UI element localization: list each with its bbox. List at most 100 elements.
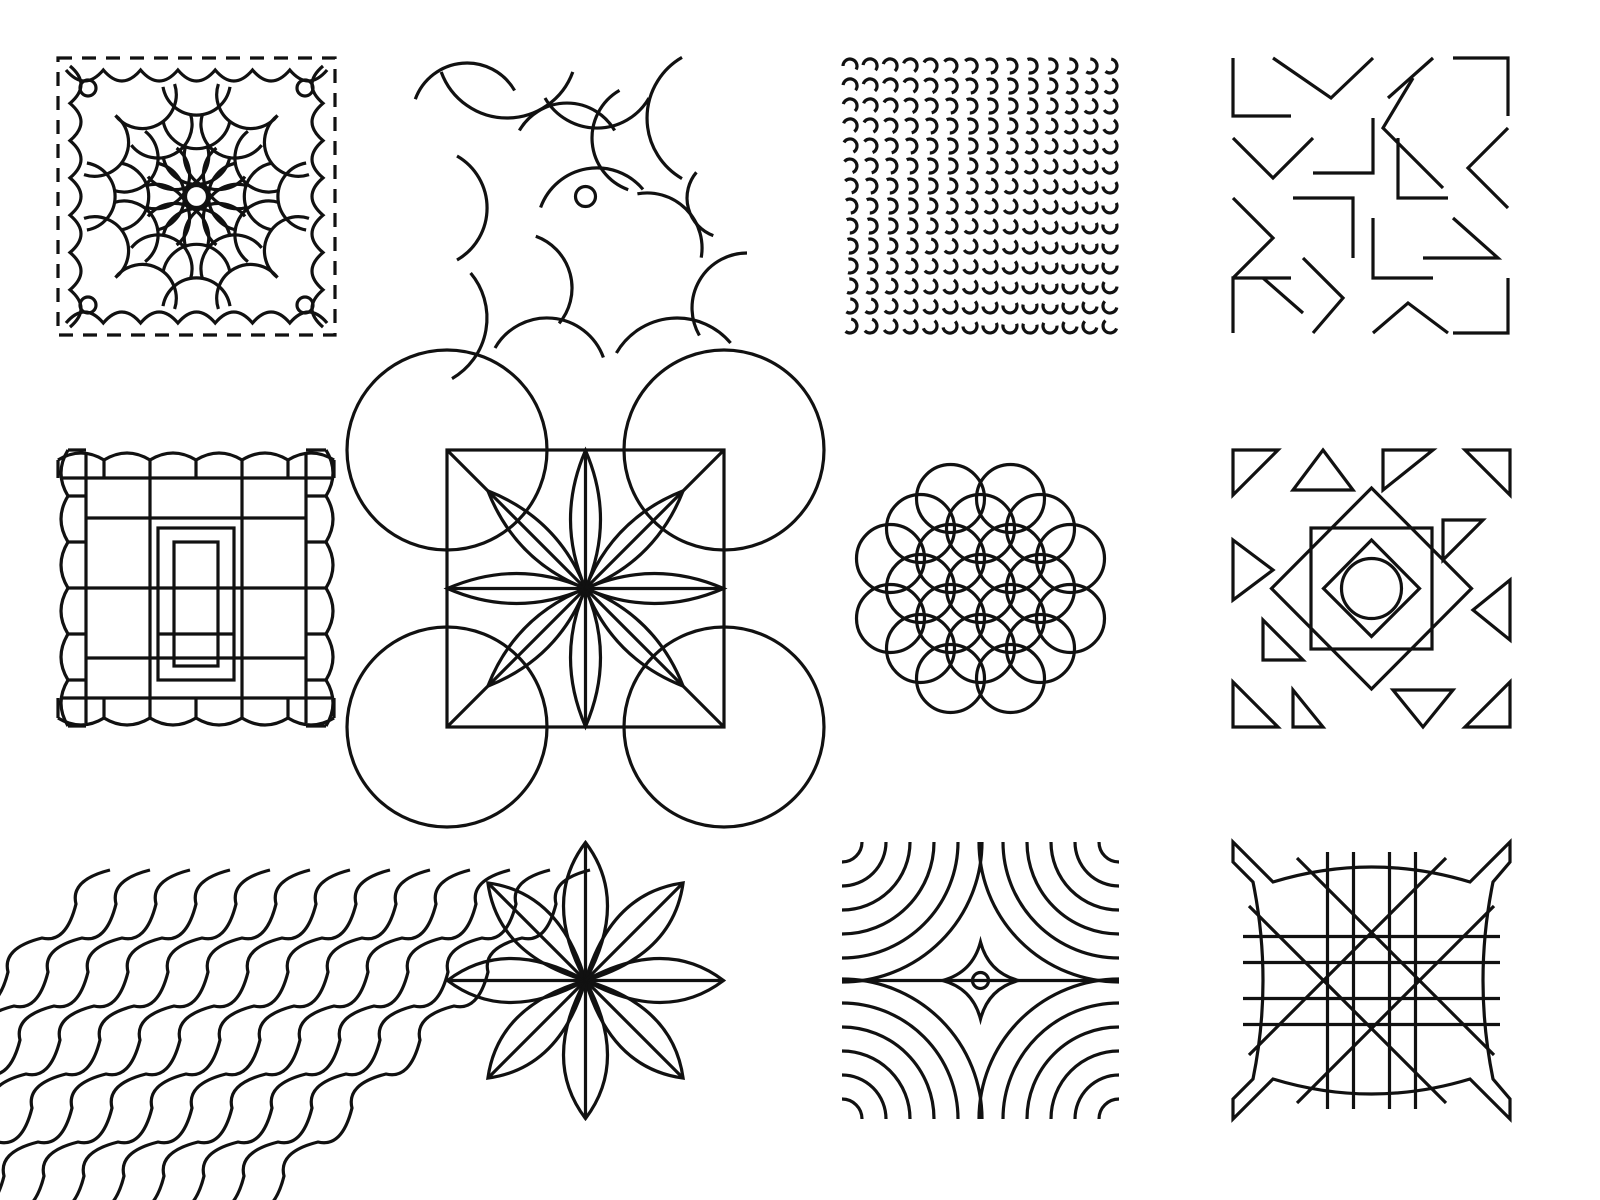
chevron-stroke (1371, 300, 1449, 335)
hook-arc (882, 97, 899, 114)
wavy-edge (57, 451, 335, 462)
hook-arc (964, 57, 979, 75)
wave-line (0, 868, 191, 1075)
hook-arc (1024, 137, 1039, 155)
quarter-arc (1049, 841, 1120, 912)
hook-arc (1027, 77, 1039, 95)
petal-lens (568, 587, 603, 731)
hook-arc (883, 297, 899, 315)
hook-arc (884, 137, 899, 155)
hook-arc (1041, 199, 1059, 215)
quarter-arc (1049, 1049, 1120, 1120)
hook-arc (842, 117, 859, 133)
scattered-arc (456, 154, 489, 262)
hook-arc (1043, 137, 1059, 155)
wave-line (272, 868, 591, 1200)
hook-arc (921, 319, 939, 335)
scallop-edge (64, 310, 329, 326)
hook-arc (902, 57, 919, 73)
wavy-edge (324, 449, 335, 727)
hook-arc (1002, 218, 1019, 235)
hook-arc (1005, 137, 1019, 155)
hook-arc (1083, 97, 1099, 115)
hook-arc (1062, 138, 1079, 155)
hook-arc (1001, 302, 1019, 315)
hook-arc (985, 77, 999, 95)
hook-arc (1041, 283, 1059, 295)
chevron-stroke (1231, 196, 1276, 280)
hook-arc (1006, 117, 1019, 135)
hook-arc (1001, 239, 1019, 255)
wave-line (0, 868, 111, 997)
hook-arc (1041, 241, 1059, 255)
web-arc (262, 215, 310, 279)
inner-rect (172, 540, 220, 668)
web-arc (113, 199, 160, 263)
triangle-shape (1291, 685, 1327, 729)
hook-arc (1042, 158, 1059, 175)
hook-arc (1047, 57, 1059, 75)
hook-arc (1101, 181, 1119, 195)
concentric-arcs-icon (841, 841, 1120, 1120)
hook-arc (922, 57, 939, 74)
hook-arc (1081, 201, 1099, 215)
hook-arc (962, 238, 979, 255)
hook-arc (982, 218, 999, 235)
web-arc (161, 120, 232, 151)
scattered-arc (535, 234, 574, 325)
hook-arc (946, 137, 959, 155)
interlaced-circle (854, 582, 927, 655)
diagonal-waves-icon (0, 868, 591, 1200)
web-arc (242, 161, 273, 232)
hook-arc (1061, 283, 1079, 295)
chevron-stroke (1453, 278, 1510, 335)
hook-arc (905, 237, 919, 255)
hook-arc (1061, 179, 1079, 195)
hook-arc (1002, 198, 1019, 215)
petal-lens (584, 571, 728, 606)
corner-dot (295, 295, 315, 315)
hook-arc (984, 57, 999, 75)
scallop-edge (310, 64, 326, 329)
interlaced-circle (914, 642, 987, 715)
eight-petal-lens-icon (345, 348, 826, 829)
hook-arc (845, 217, 859, 235)
hook-arc (884, 157, 899, 175)
hook-arc (904, 137, 919, 155)
hook-arc (865, 277, 879, 295)
web-arc (120, 161, 151, 232)
triangle-shape (1461, 678, 1512, 729)
quarter-arc (841, 1097, 864, 1120)
chevron-stroke (1380, 77, 1445, 190)
hook-arc (1061, 263, 1079, 275)
interlaced-circle (854, 522, 927, 595)
scalloped-frame-icon (56, 56, 337, 337)
scattered-arc (543, 97, 651, 130)
web-arc (83, 215, 131, 279)
hook-arc (987, 117, 999, 135)
web-arc (199, 233, 263, 280)
hook-arc (1061, 200, 1079, 215)
hook-arc (904, 117, 919, 135)
interlaced-circle (974, 522, 1047, 595)
hook-arc (1081, 301, 1099, 315)
hook-arc (1021, 240, 1039, 255)
hook-arc (1082, 138, 1099, 155)
hook-arc (943, 57, 959, 74)
petal-lens (568, 446, 603, 590)
interlaced-circle (914, 582, 987, 655)
triangle-shape (1231, 448, 1282, 499)
quarter-arc (841, 841, 864, 864)
scattered-arcs-icon (413, 56, 748, 380)
interlaced-circles-icon (854, 462, 1107, 715)
hook-arc (886, 237, 899, 255)
quarter-arc (841, 841, 888, 888)
corner-arc (622, 625, 826, 829)
hook-arc (1082, 118, 1099, 135)
center-dot (970, 970, 991, 991)
hook-arc (965, 97, 979, 115)
interlaced-circle (914, 522, 987, 595)
hook-arc (906, 217, 919, 235)
hook-arc (905, 157, 919, 175)
interlaced-circle (1004, 492, 1077, 565)
